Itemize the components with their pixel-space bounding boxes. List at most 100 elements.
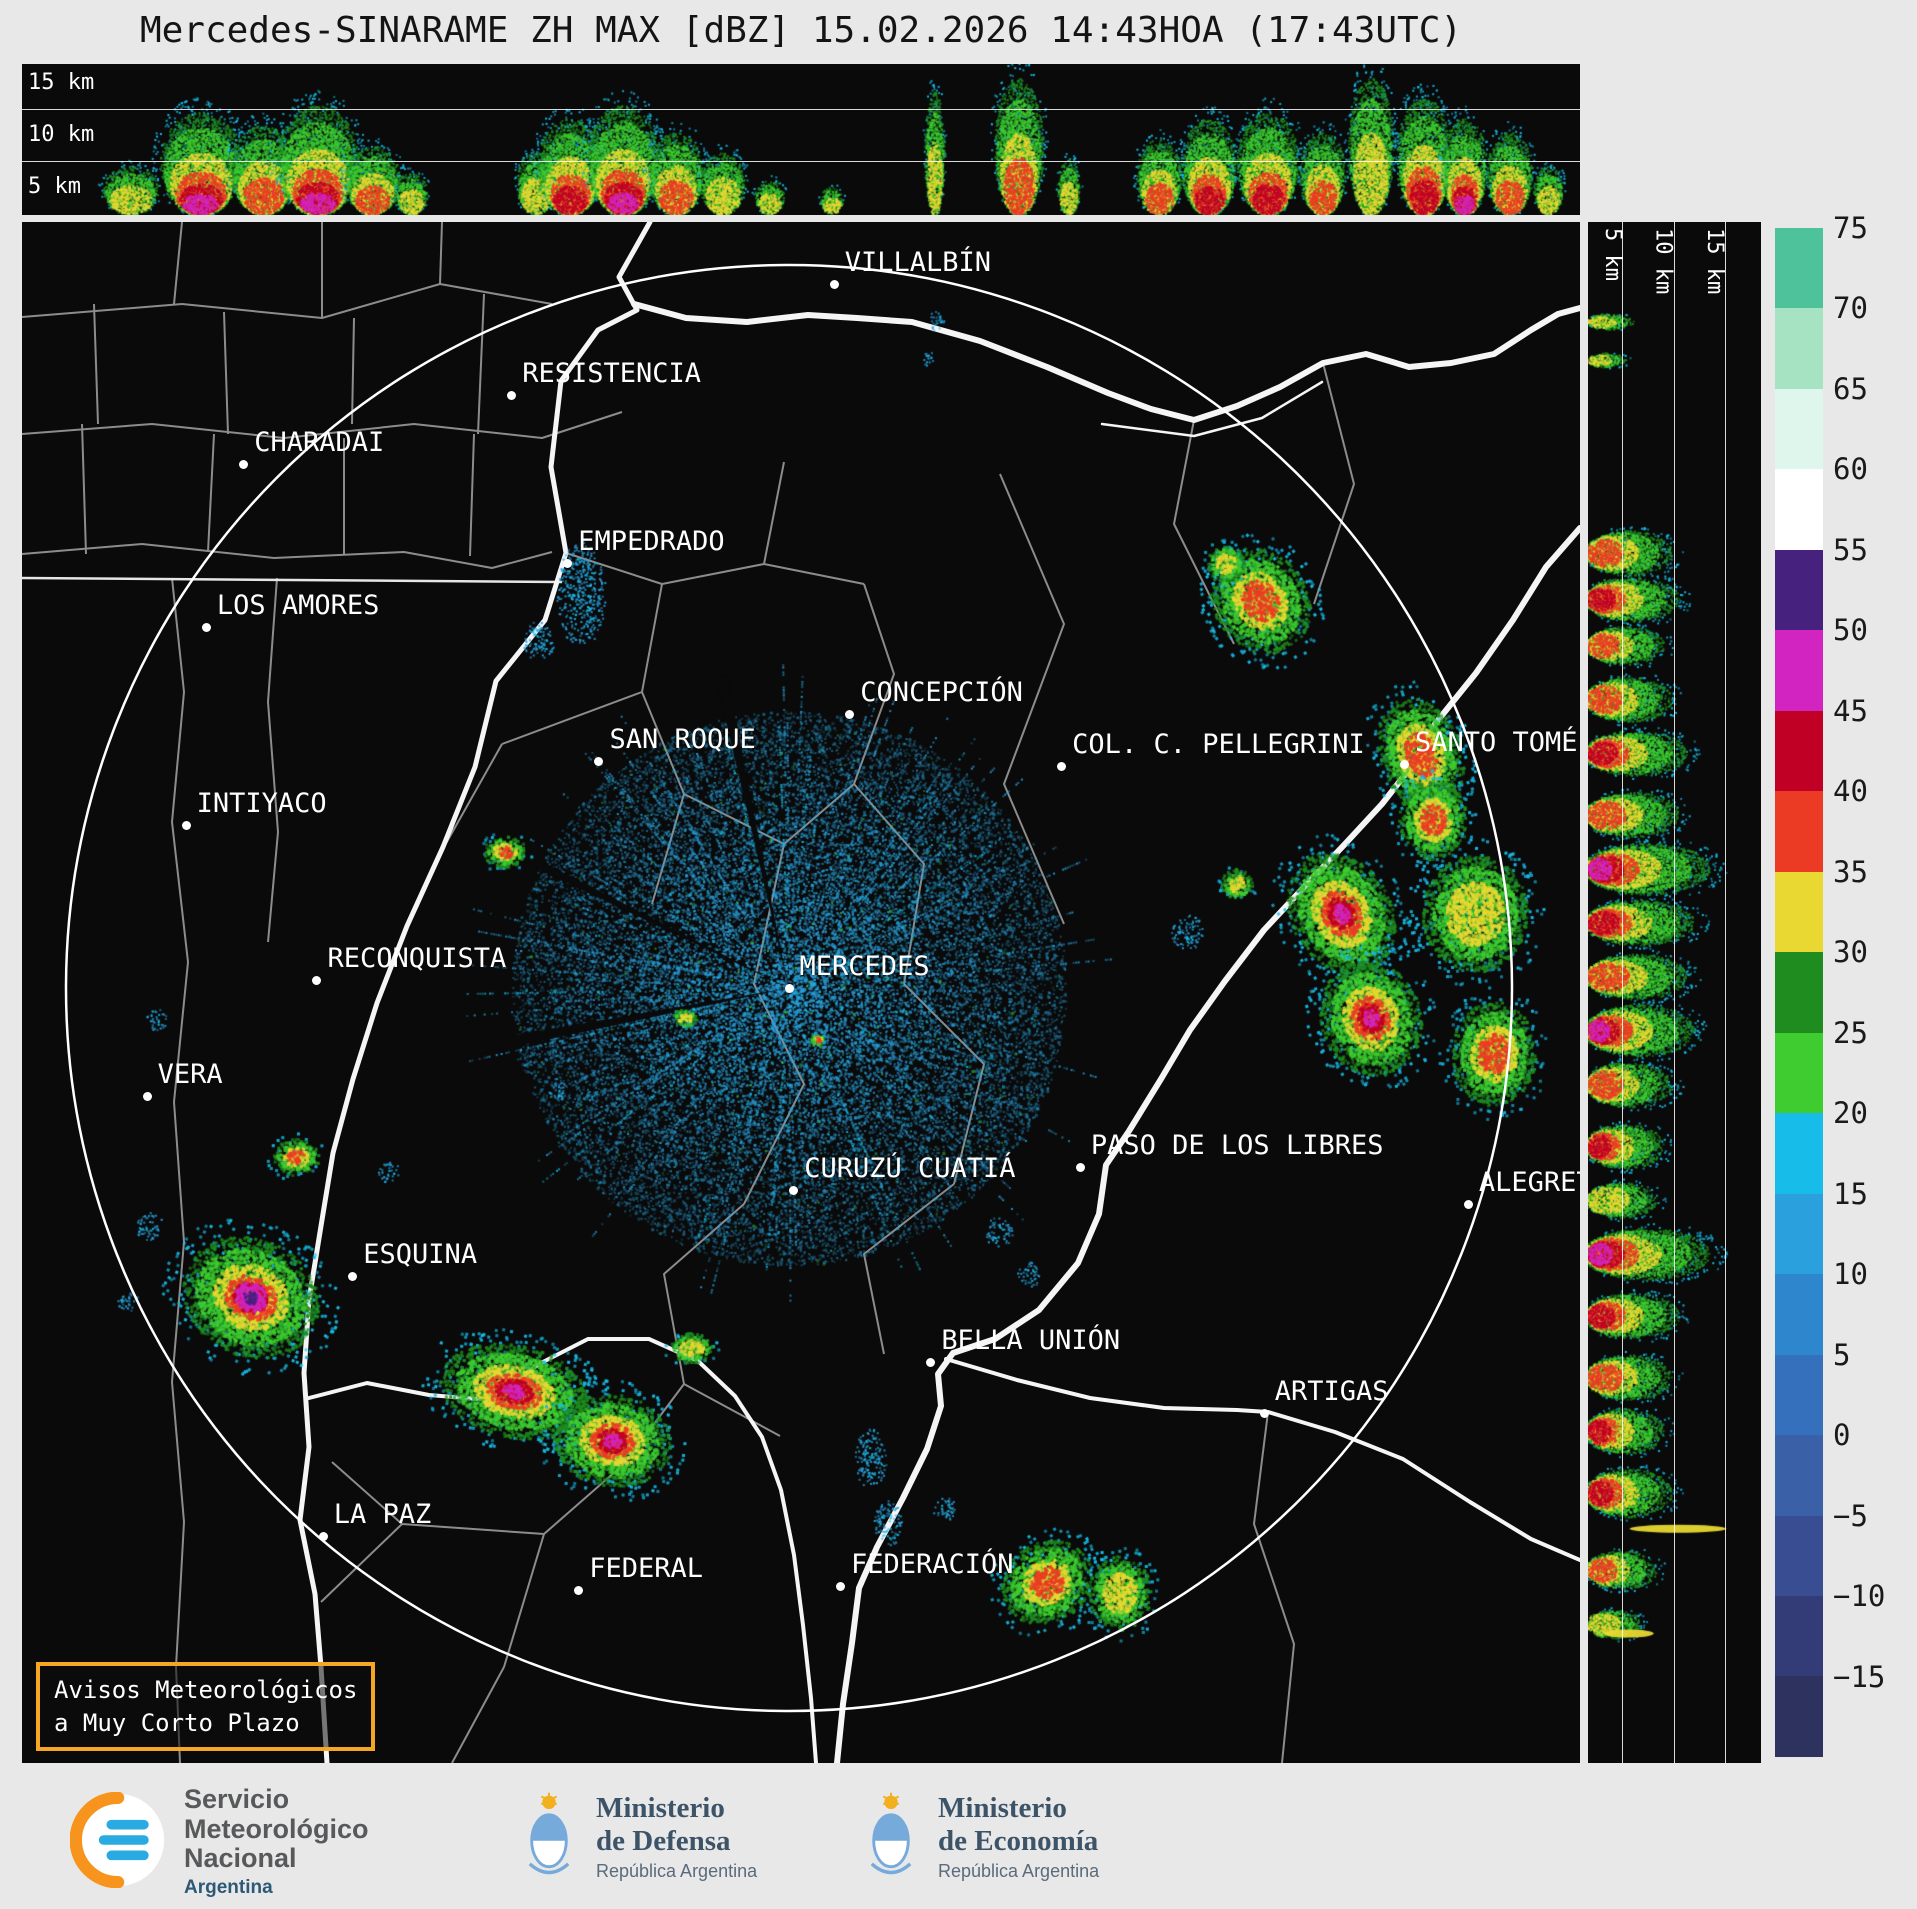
city-dot <box>835 1581 845 1591</box>
city-label: VILLALBÍN <box>844 246 992 278</box>
colorbar-tick-5: 5 <box>1833 1337 1851 1372</box>
city-dot <box>563 558 573 568</box>
city-dot <box>201 623 211 633</box>
colorbar-band-25-30 <box>1775 952 1823 1033</box>
city-dot <box>239 459 249 469</box>
smn-country: Argentina <box>184 1877 273 1899</box>
dbz-colorbar-ticks: 75 70 65 60 55 50 45 40 35 30 25 20 15 10 5 0 −5 −10 −15 <box>1833 211 1917 1757</box>
colorbar-tick-40: 40 <box>1833 774 1868 809</box>
height-label-10km: 10 km <box>1650 228 1676 295</box>
argentina-coat-of-arms-icon <box>862 1785 920 1889</box>
colorbar-tick-10: 10 <box>1833 1257 1868 1292</box>
colorbar-band--20--15 <box>1775 1676 1823 1757</box>
ministerio-defensa-logo: Ministerio de Defensa República Argentin… <box>520 1785 757 1889</box>
city-dot <box>784 983 794 993</box>
city-label: FEDERACIÓN <box>850 1548 1014 1580</box>
colorbar-band-20-25 <box>1775 1032 1823 1114</box>
colorbar-tick-30: 30 <box>1833 935 1868 970</box>
smn-name-3: Nacional <box>184 1843 297 1874</box>
smn-name-1: Servicio <box>184 1784 290 1814</box>
city-label: COL. C. PELLEGRINI <box>1072 728 1365 760</box>
colorbar-tick-35: 35 <box>1833 854 1868 889</box>
colorbar-tick-60: 60 <box>1833 452 1868 487</box>
radar-map-panel: VILLALBÍN RESISTENCIA CHARADAI EMPEDRADO LOS… <box>22 222 1580 1763</box>
city-label: LA PAZ <box>333 1499 432 1531</box>
colorbar-tick-75: 75 <box>1833 211 1868 245</box>
range-ring <box>64 263 1514 1713</box>
colorbar-band-50-55 <box>1775 549 1823 631</box>
city-label: EMPEDRADO <box>578 525 725 557</box>
city-dot <box>348 1272 358 1282</box>
city-dot <box>829 279 839 289</box>
height-line-5km <box>22 161 1580 163</box>
dbz-colorbar <box>1775 228 1823 1757</box>
economia-line-1: Ministerio <box>938 1792 1067 1825</box>
colorbar-tick-55: 55 <box>1833 532 1868 567</box>
city-dot <box>1259 1409 1269 1419</box>
colorbar-band-10-15 <box>1775 1193 1823 1275</box>
colorbar-band-40-45 <box>1775 710 1823 792</box>
city-dot <box>1075 1162 1085 1172</box>
colorbar-band-65-70 <box>1775 308 1823 389</box>
warning-line-2: a Muy Corto Plazo <box>54 1708 300 1737</box>
warning-box: Avisos Meteorológicos a Muy Corto Plazo <box>36 1662 376 1751</box>
colorbar-band--15--10 <box>1775 1595 1823 1677</box>
city-dot <box>142 1091 152 1101</box>
colorbar-band-55-60 <box>1775 469 1823 550</box>
height-line-10km <box>22 109 1580 111</box>
colorbar-band--10--5 <box>1775 1515 1823 1596</box>
range-ring-layer <box>64 263 1514 1713</box>
colorbar-tick--5: −5 <box>1833 1498 1868 1533</box>
city-label: ESQUINA <box>363 1239 478 1271</box>
city-dot <box>1463 1199 1473 1209</box>
city-label: ALEGRETE <box>1478 1166 1580 1198</box>
city-markers-layer: VILLALBÍN RESISTENCIA CHARADAI EMPEDRADO LOS… <box>22 222 1580 1763</box>
colorbar-tick-70: 70 <box>1833 291 1868 326</box>
argentina-coat-of-arms-icon <box>520 1785 578 1889</box>
city-label: PASO DE LOS LIBRES <box>1090 1129 1384 1161</box>
city-label: SANTO TOMÉ <box>1414 727 1578 759</box>
city-dot <box>1057 761 1067 771</box>
colorbar-band-60-65 <box>1775 388 1823 470</box>
city-label: ARTIGAS <box>1274 1376 1389 1408</box>
colorbar-band-45-50 <box>1775 630 1823 711</box>
defensa-sub: República Argentina <box>596 1860 758 1881</box>
height-line-15km <box>1725 222 1727 1763</box>
smn-logo: Servicio Meteorológico Nacional Argentin… <box>69 1784 369 1899</box>
colorbar-band-0-5 <box>1775 1354 1823 1436</box>
colorbar-tick--15: −15 <box>1833 1659 1886 1694</box>
colorbar-tick-65: 65 <box>1833 371 1868 406</box>
colorbar-band-15-20 <box>1775 1113 1823 1194</box>
warning-line-1: Avisos Meteorológicos <box>54 1676 358 1705</box>
city-dot <box>594 757 604 767</box>
top-cross-section-panel: 15 km 10 km 5 km <box>22 64 1580 215</box>
city-dot <box>507 390 517 400</box>
defensa-line-2: de Defensa <box>596 1824 731 1857</box>
colorbar-band-5-10 <box>1775 1274 1823 1355</box>
defensa-line-1: Ministerio <box>596 1792 725 1825</box>
colorbar-band-30-35 <box>1775 871 1823 953</box>
city-label: MERCEDES <box>799 950 930 982</box>
economia-sub: República Argentina <box>938 1860 1100 1881</box>
product-title: Mercedes-SINARAME ZH MAX [dBZ] 15.02.202… <box>139 10 1463 51</box>
city-label: BELLA UNIÓN <box>941 1325 1121 1357</box>
city-label: SAN ROQUE <box>609 724 756 756</box>
colorbar-tick-15: 15 <box>1833 1176 1868 1211</box>
colorbar-tick-50: 50 <box>1833 613 1868 648</box>
height-line-5km <box>1622 222 1624 1763</box>
colorbar-tick--10: −10 <box>1833 1579 1886 1614</box>
top-cross-section-canvas <box>22 64 1580 215</box>
city-dot <box>574 1586 584 1596</box>
height-label-5km: 5 km <box>1600 228 1626 281</box>
city-label: VERA <box>157 1058 223 1090</box>
city-dot <box>1399 760 1409 770</box>
city-dot <box>926 1358 936 1368</box>
city-label: CHARADAI <box>254 426 385 458</box>
height-line-10km <box>1673 222 1675 1763</box>
smn-name-2: Meteorológico <box>184 1813 369 1844</box>
economia-line-2: de Economía <box>938 1824 1099 1857</box>
colorbar-band-70-75 <box>1775 228 1823 309</box>
colorbar-tick-25: 25 <box>1833 1015 1868 1050</box>
height-label-15km: 15 km <box>28 69 95 95</box>
height-label-5km: 5 km <box>28 173 81 199</box>
